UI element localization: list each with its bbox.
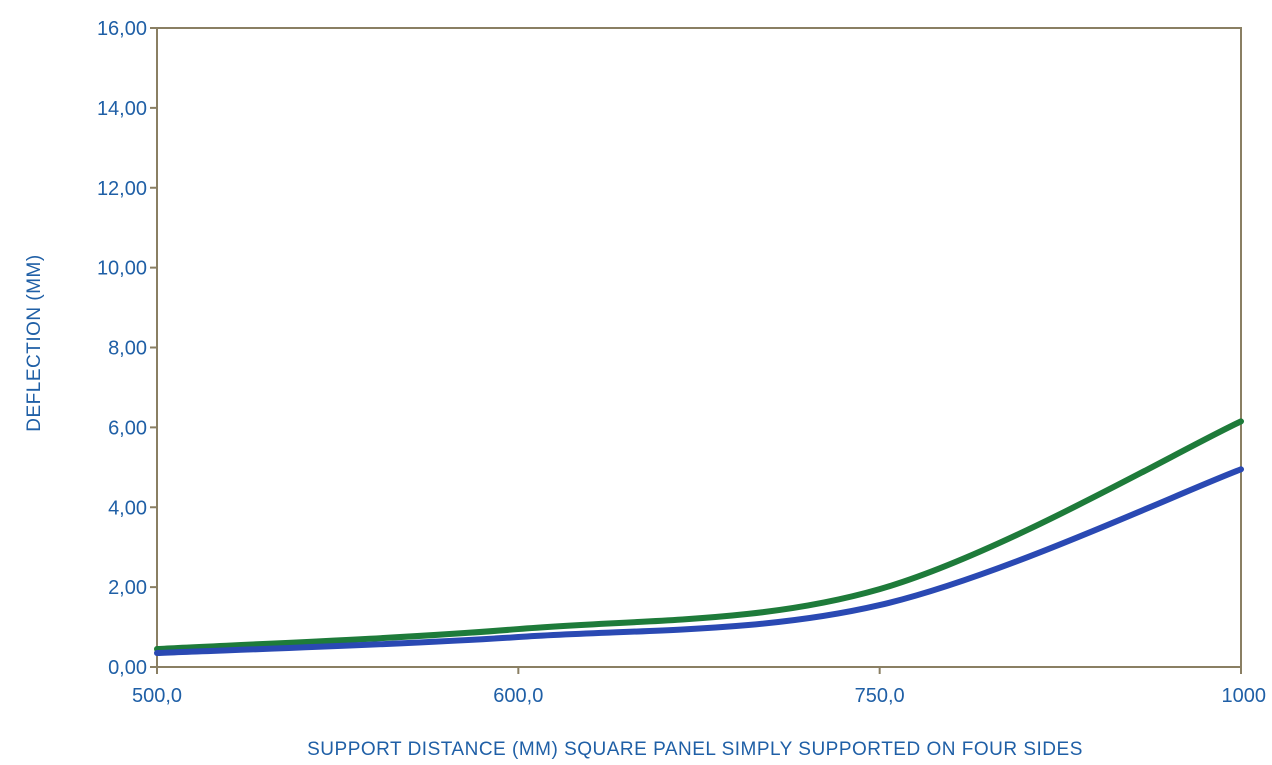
y-tick-label: 12,00 [97,178,147,200]
x-tick-label: 750,0 [855,685,905,707]
y-tick-label: 14,00 [97,98,147,120]
x-tick-label: 500,0 [132,685,182,707]
plot-frame [156,27,1242,668]
x-axis-title: SUPPORT DISTANCE (MM) SQUARE PANEL SIMPL… [307,739,1083,760]
y-tick-label: 2,00 [108,577,147,599]
x-tick-label: 1000 [1222,685,1267,707]
x-tick-label: 600,0 [493,685,543,707]
series-layer [154,418,1244,657]
y-axis-title: DEFLECTION (MM) [24,254,45,431]
y-tick-label: 0,00 [108,657,147,679]
y-tick-label: 6,00 [108,417,147,439]
y-tick-label: 8,00 [108,338,147,360]
y-tick-label: 10,00 [97,258,147,280]
y-tick-label: 16,00 [97,18,147,40]
series-line-2 [154,466,1244,657]
x-axis-ticks: 500,0 600,0 750,0 1000 [132,667,1266,707]
series-line-1 [154,418,1244,653]
y-tick-label: 4,00 [108,497,147,519]
y-axis-ticks: 0,00 2,00 4,00 6,00 8,00 10,00 12,00 14,00 16,00 [97,18,157,679]
